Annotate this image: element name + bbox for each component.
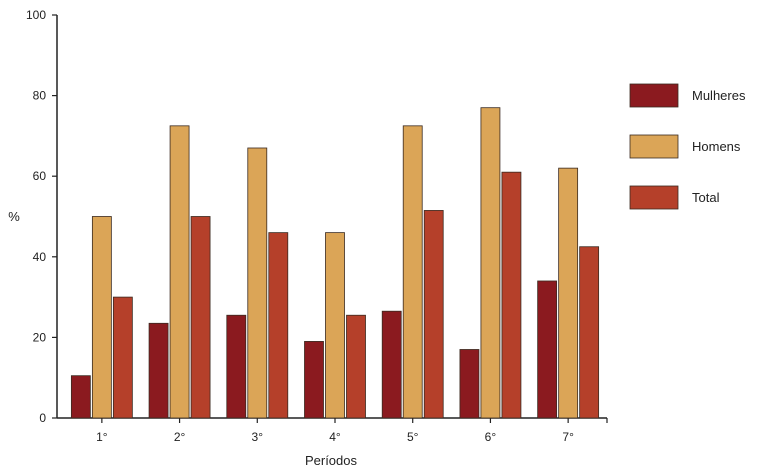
bar-homens-6 [480, 107, 501, 419]
bar-mulheres-5 [381, 310, 402, 419]
y-tick-label: 100 [26, 8, 46, 22]
bar-homens-7 [558, 167, 579, 419]
bar-total-6 [501, 171, 522, 419]
bar-total-7 [579, 246, 600, 419]
bar-homens-1 [91, 216, 112, 419]
legend-swatch-mulheres [629, 83, 679, 108]
y-tick-label: 60 [33, 169, 47, 183]
bar-total-3 [268, 232, 289, 419]
legend-label-homens: Homens [692, 139, 741, 154]
x-tick-labels: 1° 2° 3° 4° 5° 6° 7° [96, 430, 574, 444]
x-tick-label: 3° [252, 430, 264, 444]
x-tick-label: 2° [174, 430, 186, 444]
bar-homens-2 [169, 125, 190, 419]
bar-mulheres-3 [226, 314, 247, 419]
y-tick-label: 80 [33, 89, 47, 103]
x-tick-label: 1° [96, 430, 108, 444]
bar-total-1 [112, 296, 133, 419]
legend-label-total: Total [692, 190, 720, 205]
legend: Mulheres Homens Total [629, 83, 746, 210]
bar-mulheres-1 [70, 375, 91, 419]
bar-mulheres-4 [304, 341, 324, 419]
bars [70, 107, 600, 419]
bar-mulheres-7 [537, 280, 558, 419]
y-tick-labels: 0 20 40 60 80 100 [26, 8, 46, 425]
x-tick-label: 6° [485, 430, 497, 444]
x-axis-label: Períodos [305, 453, 358, 468]
bar-mulheres-6 [459, 349, 480, 419]
y-tick-label: 40 [33, 250, 47, 264]
bar-homens-5 [402, 125, 423, 419]
bar-homens-3 [247, 147, 268, 419]
bar-homens-4 [325, 232, 345, 419]
bar-total-2 [190, 216, 211, 419]
x-tick-label: 4° [329, 430, 341, 444]
legend-swatch-total [629, 185, 679, 210]
y-tick-label: 20 [33, 330, 47, 344]
legend-swatch-homens [629, 134, 679, 159]
bar-total-5 [423, 210, 444, 419]
bar-mulheres-2 [148, 322, 169, 419]
bar-total-4 [346, 314, 366, 419]
y-axis-label: % [8, 209, 20, 224]
x-tick-label: 5° [407, 430, 419, 444]
y-tick-label: 0 [39, 411, 46, 425]
x-tick-label: 7° [562, 430, 574, 444]
legend-label-mulheres: Mulheres [692, 88, 746, 103]
